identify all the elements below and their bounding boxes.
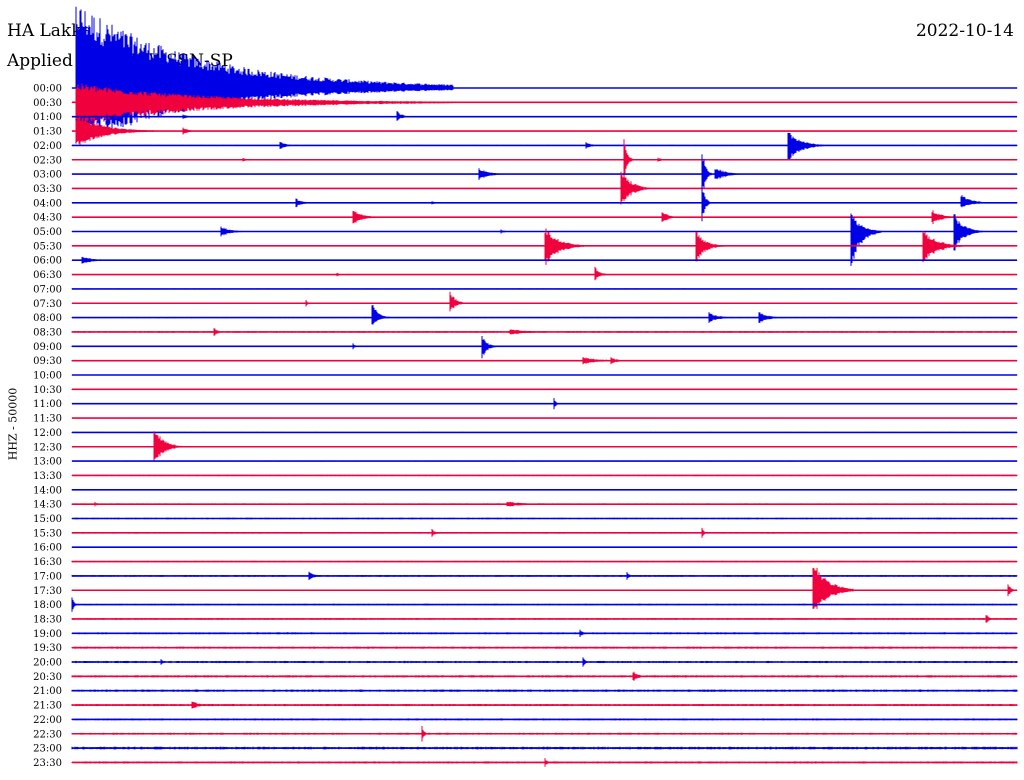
row-time-label: 17:00 [33,571,62,582]
station-title: HA Lakka [7,21,92,41]
row-time-label: 01:00 [33,112,62,123]
trace-row-0800 [71,305,1018,325]
row-time-label: 21:30 [33,701,62,712]
row-time-label: 13:30 [33,471,62,482]
row-time-label: 12:30 [33,442,62,453]
row-time-label: 08:00 [33,313,62,324]
row-time-label: 22:00 [33,715,62,726]
row-time-label: 02:00 [33,141,62,152]
row-time-label: 16:30 [33,557,62,568]
row-time-label: 00:30 [33,98,62,109]
row-time-label: 09:30 [33,356,62,367]
trace-row-0900 [71,336,1018,359]
trace-row-0730 [71,291,1018,312]
row-time-label: 07:30 [33,299,62,310]
row-time-label: 15:30 [33,528,62,539]
row-time-label: 23:30 [33,758,62,769]
row-time-label: 21:00 [33,686,62,697]
row-time-label: 22:30 [33,729,62,740]
row-time-label: 04:30 [33,213,62,224]
row-time-label: 14:00 [33,485,62,496]
row-time-label: 10:00 [33,371,62,382]
row-time-label: 18:00 [33,600,62,611]
row-time-label: 08:30 [33,327,62,338]
row-time-label: 14:30 [33,500,62,511]
row-time-label: 23:00 [33,744,62,755]
trace-row-1730 [71,567,1018,609]
row-time-label: 19:00 [33,629,62,640]
trace-row-0200 [71,132,1018,161]
row-time-label: 09:00 [33,342,62,353]
row-time-label: 17:30 [33,586,62,597]
date-label: 2022-10-14 [915,21,1014,41]
row-time-label: 04:00 [33,198,62,209]
row-time-label: 10:30 [33,385,62,396]
row-time-label: 15:00 [33,514,62,525]
row-time-label: 11:00 [33,399,62,410]
row-time-label: 03:30 [33,184,62,195]
row-time-label: 05:30 [33,241,62,252]
row-time-label: 13:00 [33,457,62,468]
trace-row-0630 [71,266,1018,281]
row-time-label: 19:30 [33,643,62,654]
row-time-label: 16:00 [33,543,62,554]
row-time-label: 05:00 [33,227,62,238]
row-time-label: 11:30 [33,414,62,425]
row-time-label: 20:00 [33,658,62,669]
row-time-label: 06:30 [33,270,62,281]
row-time-label: 20:30 [33,672,62,683]
row-time-label: 00:00 [33,84,62,95]
row-time-label: 02:30 [33,155,62,166]
row-time-label: 06:00 [33,256,62,267]
trace-group [71,6,1018,767]
row-time-label: 07:00 [33,284,62,295]
row-time-label: 03:00 [33,170,62,181]
time-label-group: 00:00 00:30 01:00 01:30 02:00 02:30 03:00 03:30… [33,84,62,769]
trace-row-0000 [71,6,1018,144]
row-time-label: 01:30 [33,127,62,138]
row-time-label: 18:30 [33,614,62,625]
row-time-label: 12:00 [33,428,62,439]
